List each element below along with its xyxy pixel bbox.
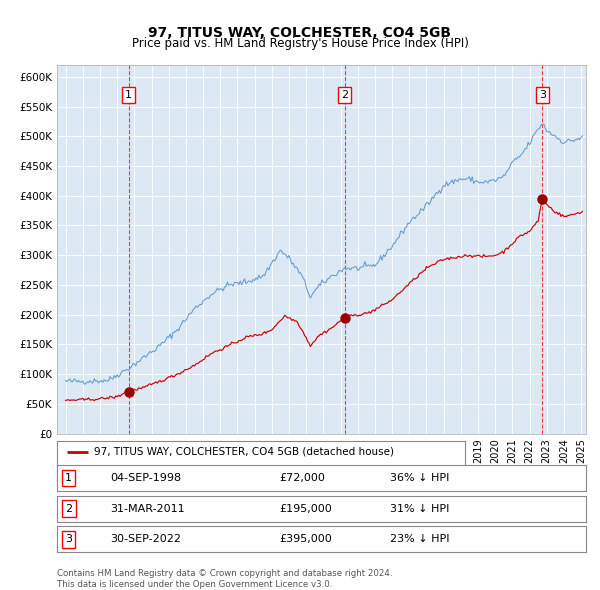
Text: 3: 3	[539, 90, 546, 100]
Text: 1: 1	[65, 473, 72, 483]
Text: 1: 1	[125, 90, 132, 100]
Text: 23% ↓ HPI: 23% ↓ HPI	[391, 535, 450, 544]
Text: 36% ↓ HPI: 36% ↓ HPI	[391, 473, 450, 483]
Text: 04-SEP-1998: 04-SEP-1998	[110, 473, 181, 483]
Text: 2: 2	[341, 90, 349, 100]
Text: £195,000: £195,000	[279, 504, 332, 513]
Text: 2: 2	[65, 504, 72, 513]
Text: 3: 3	[65, 535, 72, 544]
Text: Contains HM Land Registry data © Crown copyright and database right 2024.
This d: Contains HM Land Registry data © Crown c…	[57, 569, 392, 589]
Text: 31% ↓ HPI: 31% ↓ HPI	[391, 504, 450, 513]
Text: 30-SEP-2022: 30-SEP-2022	[110, 535, 181, 544]
Text: Price paid vs. HM Land Registry's House Price Index (HPI): Price paid vs. HM Land Registry's House …	[131, 37, 469, 50]
Text: 97, TITUS WAY, COLCHESTER, CO4 5GB: 97, TITUS WAY, COLCHESTER, CO4 5GB	[149, 26, 452, 40]
Text: £395,000: £395,000	[279, 535, 332, 544]
Text: 97, TITUS WAY, COLCHESTER, CO4 5GB (detached house): 97, TITUS WAY, COLCHESTER, CO4 5GB (deta…	[94, 447, 394, 457]
Text: £72,000: £72,000	[279, 473, 325, 483]
Text: 31-MAR-2011: 31-MAR-2011	[110, 504, 185, 513]
Text: HPI: Average price, detached house, Colchester: HPI: Average price, detached house, Colc…	[94, 465, 343, 475]
